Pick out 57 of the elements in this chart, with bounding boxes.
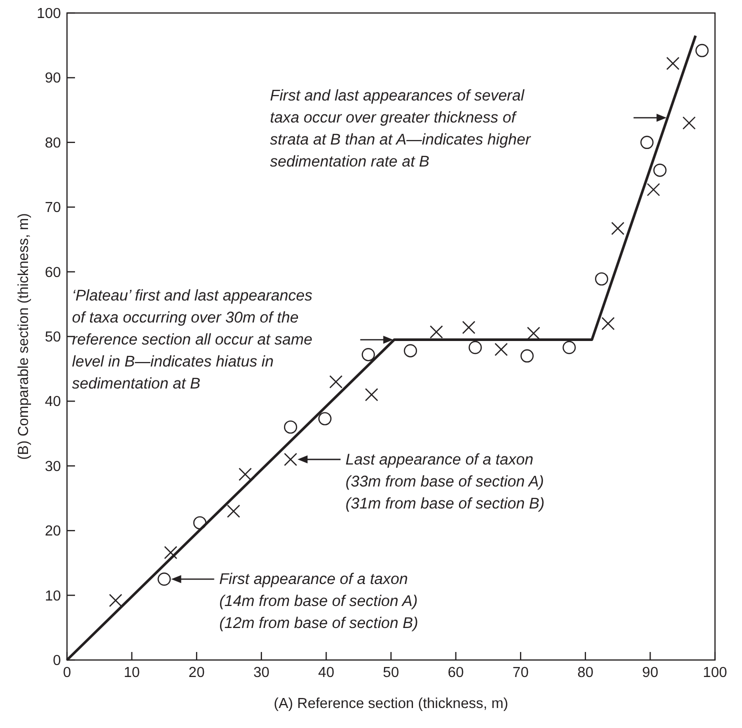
point [640, 136, 654, 149]
x-tick-label: 40 [318, 665, 334, 681]
point [562, 340, 576, 354]
point [404, 344, 418, 358]
y-tick-label: 60 [44, 264, 61, 281]
point [284, 452, 298, 466]
y-tick-label: 0 [52, 653, 61, 669]
point [595, 272, 608, 286]
y-tick-label: 80 [44, 135, 61, 152]
point [468, 340, 482, 354]
x-tick-label: 90 [642, 665, 658, 681]
point [284, 420, 298, 434]
annotation: Last appearance of a taxon (33m from base of section A) (31m from base of section B) [346, 451, 545, 512]
point [695, 44, 709, 58]
point [494, 342, 508, 356]
x-tick-label: 30 [253, 665, 270, 681]
point [646, 183, 660, 196]
point [462, 320, 476, 334]
point [653, 164, 667, 177]
point [329, 375, 343, 388]
y-tick-label: 20 [44, 524, 61, 540]
point [364, 388, 378, 402]
point [362, 348, 375, 362]
point [611, 222, 624, 236]
y-tick-label: 40 [44, 394, 61, 410]
x-tick-label: 100 [702, 665, 728, 681]
y-tick-label: 70 [44, 200, 61, 216]
point [158, 572, 171, 586]
x-axis-title: (A) Reference section (thickness, m) [274, 696, 508, 712]
x-tick-label: 80 [577, 665, 594, 681]
annotation: First appearance of a taxon (14m from base of section A) (12m from base of section B) [219, 571, 418, 632]
x-tick-label: 60 [448, 665, 464, 681]
x-tick-label: 50 [382, 665, 400, 681]
x-tick-label: 20 [188, 665, 205, 681]
point [193, 516, 206, 530]
annotation: ‘Plateau’ first and last appearances of taxa occurring over 30m of the reference section all occur at same level in B—indicates hiatus in sedimentation at B [72, 288, 313, 393]
point [682, 116, 696, 130]
point [666, 56, 680, 70]
point [318, 412, 332, 426]
y-tick-label: 90 [44, 70, 61, 87]
x-tick-label: 70 [512, 665, 529, 681]
y-axis-title: (B) Comparable section (thickness, m) [16, 213, 32, 460]
y-tick-label: 10 [44, 588, 61, 604]
point [601, 316, 615, 330]
y-tick-label: 50 [44, 330, 61, 346]
y-tick-label: 100 [36, 6, 61, 22]
x-tick-label: 0 [62, 665, 72, 681]
point [226, 504, 240, 518]
annotation: First and last appearances of several taxa occur over greater thickness of strata at B than at A—indicates higher sedimentation rate at B [270, 88, 532, 171]
x-tick-label: 10 [124, 665, 140, 681]
point [520, 349, 534, 363]
point [109, 594, 122, 608]
point [430, 325, 443, 339]
point [164, 546, 178, 560]
y-tick-label: 30 [44, 458, 61, 475]
point [238, 468, 252, 481]
point [526, 326, 540, 340]
